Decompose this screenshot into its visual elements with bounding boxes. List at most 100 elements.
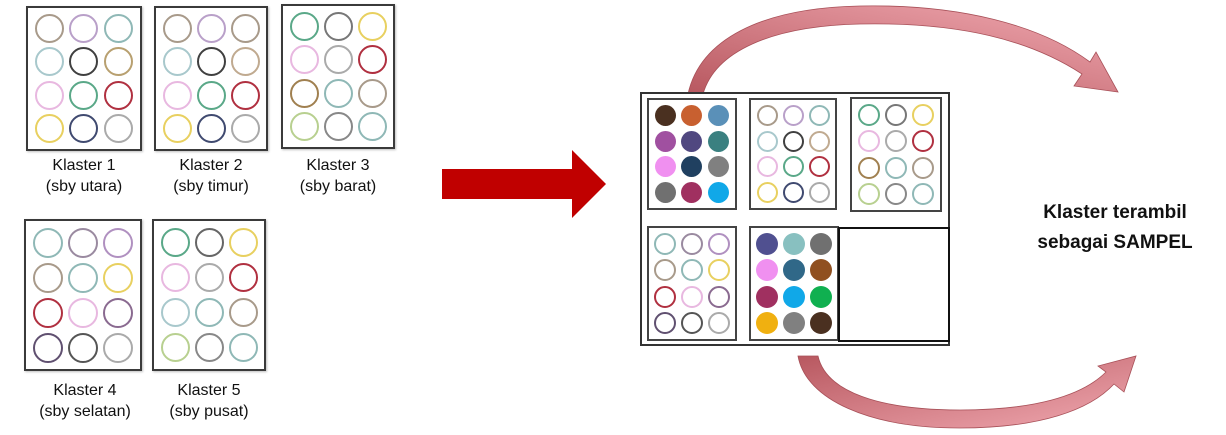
ring-circle (32, 227, 63, 258)
ring-circle (680, 285, 703, 308)
filled-circle (756, 311, 779, 334)
ring-circle (104, 14, 134, 44)
ring-circle (160, 263, 190, 292)
filled-circle (654, 105, 676, 127)
cluster-card-3 (281, 4, 395, 149)
ring-circle (34, 80, 64, 110)
cluster-caption-5: Klaster 5 (sby pusat) (148, 380, 270, 422)
ring-circle (228, 333, 258, 362)
ring-circle (756, 156, 778, 178)
cluster-region: (sby selatan) (39, 403, 131, 420)
filled-circle (681, 156, 703, 178)
filled-circle (654, 130, 676, 152)
sample-label-line2: sebagai SAMPEL (1037, 232, 1193, 253)
ring-circle (162, 80, 192, 110)
top-curved-arrow (687, 5, 1119, 95)
ring-circle (323, 78, 353, 108)
ring-circle (289, 12, 319, 42)
ring-circle (69, 113, 99, 143)
filled-circle (654, 156, 676, 178)
cluster-label: Klaster 4 (53, 382, 117, 399)
ring-circle (884, 182, 907, 205)
cluster-region: (sby pusat) (169, 403, 249, 420)
filled-circle (708, 105, 730, 127)
ring-circle (230, 14, 260, 44)
ring-circle (756, 105, 778, 127)
ring-circle (884, 104, 907, 127)
cluster-label: Klaster 2 (179, 157, 243, 174)
ring-circle (104, 47, 134, 77)
filled-circle (782, 259, 805, 282)
ring-circle (196, 14, 226, 44)
ring-circle (196, 80, 226, 110)
filled-circle (708, 156, 730, 178)
sample-cluster-filled-1 (647, 98, 737, 210)
ring-circle (103, 297, 134, 328)
cluster-card-2 (154, 6, 268, 151)
ring-circle (34, 113, 64, 143)
ring-circle (680, 233, 703, 256)
ring-circle (323, 111, 353, 141)
ring-circle (162, 47, 192, 77)
ring-circle (228, 263, 258, 292)
ring-circle (69, 47, 99, 77)
ring-circle (103, 332, 134, 363)
ring-circle (707, 285, 730, 308)
ring-circle (194, 333, 224, 362)
ring-circle (782, 156, 804, 178)
ring-circle (808, 130, 830, 152)
ring-circle (808, 156, 830, 178)
ring-circle (884, 156, 907, 179)
empty-cluster-slot (838, 227, 950, 342)
ring-circle (162, 14, 192, 44)
cluster-card-4 (24, 219, 142, 371)
ring-circle (230, 47, 260, 77)
ring-circle (808, 181, 830, 203)
ring-circle (707, 259, 730, 282)
ring-circle (289, 45, 319, 75)
ring-circle (357, 12, 387, 42)
filled-circle (782, 233, 805, 256)
ring-circle (228, 228, 258, 257)
ring-circle (808, 105, 830, 127)
filled-circle (756, 233, 779, 256)
ring-circle (323, 45, 353, 75)
ring-circle (654, 233, 677, 256)
filled-circle (681, 181, 703, 203)
ring-circle (756, 130, 778, 152)
cluster-label: Klaster 3 (306, 157, 370, 174)
ring-circle (162, 113, 192, 143)
ring-circle (323, 12, 353, 42)
ring-circle (160, 298, 190, 327)
ring-circle (707, 233, 730, 256)
ring-circle (357, 111, 387, 141)
ring-circle (67, 332, 98, 363)
ring-circle (194, 228, 224, 257)
ring-circle (357, 45, 387, 75)
cluster-card-1 (26, 6, 142, 151)
ring-circle (196, 47, 226, 77)
ring-circle (857, 130, 880, 153)
filled-circle (782, 285, 805, 308)
ring-circle (654, 285, 677, 308)
filled-circle (809, 285, 832, 308)
filled-circle (756, 259, 779, 282)
filled-circle (756, 285, 779, 308)
ring-circle (680, 259, 703, 282)
ring-circle (782, 105, 804, 127)
ring-circle (160, 228, 190, 257)
sample-label: Klaster terambil sebagai SAMPEL (1010, 198, 1220, 258)
ring-circle (32, 262, 63, 293)
cluster-label: Klaster 1 (52, 157, 116, 174)
ring-circle (912, 156, 935, 179)
ring-circle (912, 104, 935, 127)
ring-circle (782, 130, 804, 152)
filled-circle (809, 311, 832, 334)
filled-circle (708, 181, 730, 203)
ring-circle (857, 156, 880, 179)
ring-circle (230, 113, 260, 143)
filled-circle (681, 105, 703, 127)
cluster-region: (sby utara) (45, 178, 123, 195)
ring-circle (912, 130, 935, 153)
ring-circle (289, 111, 319, 141)
